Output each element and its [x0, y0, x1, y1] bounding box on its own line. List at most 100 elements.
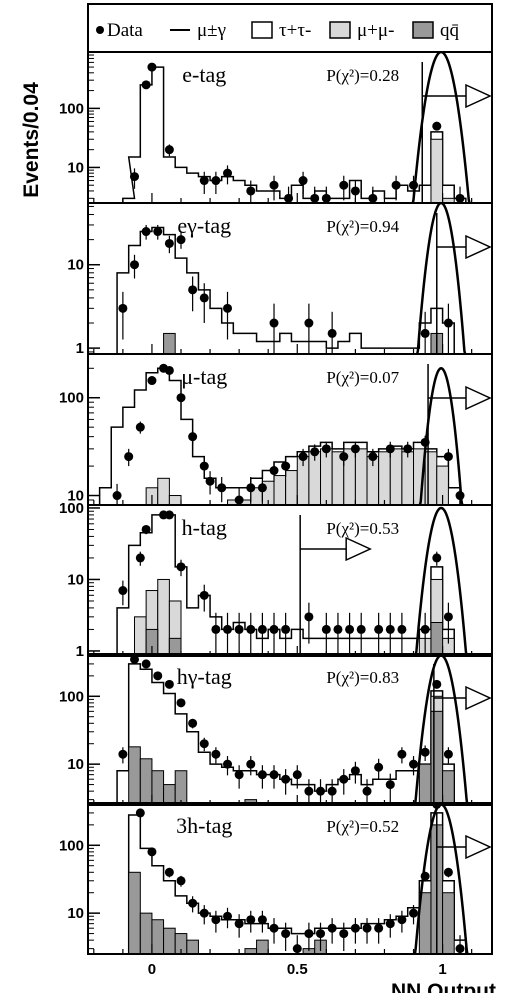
panel-chi2-label: P(χ²)=0.07: [326, 368, 399, 387]
data-point: [135, 422, 145, 432]
data-point: [257, 483, 267, 493]
qq-bin: [442, 770, 455, 805]
data-point: [362, 786, 372, 796]
data-point: [199, 461, 209, 471]
qq-bin: [168, 637, 182, 656]
data-point: [199, 908, 209, 918]
qq-bin: [174, 770, 188, 805]
data-point: [118, 586, 128, 596]
mumu-bin: [378, 451, 391, 505]
legend-label-tautau: τ+τ-: [279, 20, 311, 41]
qq-bin: [163, 927, 176, 954]
mumu-bin: [168, 495, 182, 505]
data-point: [368, 452, 378, 462]
signal-curve: [414, 506, 469, 656]
panel-chi2-label: P(χ²)=0.28: [326, 66, 399, 85]
data-point: [385, 444, 395, 454]
signal-curve: [415, 203, 467, 354]
qq-bin: [442, 892, 455, 954]
mumu-bin: [134, 616, 147, 656]
data-point: [164, 867, 174, 877]
legend-label-signal: μ±γ: [197, 20, 226, 41]
cut-arrow-head: [465, 834, 492, 860]
mumu-bin: [157, 477, 170, 505]
qq-bin: [151, 770, 165, 805]
data-point: [316, 929, 326, 939]
data-point: [257, 624, 267, 634]
data-point: [147, 62, 157, 72]
data-point: [164, 238, 174, 248]
data-point: [304, 318, 314, 328]
data-point: [269, 770, 279, 780]
data-point: [292, 770, 302, 780]
data-point: [362, 923, 372, 933]
data-point: [455, 944, 465, 954]
data-point: [420, 328, 430, 338]
mumu-bin: [430, 138, 444, 203]
data-point: [234, 495, 244, 505]
x-tick-label: 0: [148, 961, 156, 978]
data-point: [350, 766, 360, 776]
qq-bin: [430, 710, 444, 805]
panel-frame: [87, 504, 493, 657]
mumu-bin: [285, 470, 298, 505]
data-point: [281, 461, 291, 471]
x-axis-label: NN Output: [391, 980, 496, 993]
data-point: [135, 553, 145, 563]
data-point: [455, 193, 465, 203]
qq-bin: [418, 763, 432, 805]
data-point: [118, 303, 128, 313]
data-point: [321, 624, 331, 634]
data-point: [246, 483, 256, 493]
panel-chi2-label: P(χ²)=0.83: [326, 668, 399, 687]
data-point: [269, 318, 279, 328]
data-point: [141, 80, 151, 90]
data-point: [284, 193, 294, 203]
data-point: [246, 759, 256, 769]
data-point: [304, 786, 314, 796]
y-tick-label: 1: [76, 340, 84, 357]
data-point: [397, 624, 407, 634]
data-point: [269, 180, 279, 190]
data-point: [327, 923, 337, 933]
data-point: [223, 168, 233, 178]
data-point: [339, 774, 349, 784]
signal-curve: [413, 654, 469, 805]
data-point: [217, 483, 227, 493]
qq-bin: [145, 628, 159, 656]
panel-frame: [87, 802, 493, 955]
data-point: [124, 452, 134, 462]
y-tick-label: 10: [67, 488, 84, 505]
data-point: [199, 176, 209, 186]
panel-4: 10 100 hγ-tag P(χ²)=0.83: [59, 653, 493, 806]
cut-arrow-head: [465, 385, 492, 411]
data-point: [304, 612, 314, 622]
legend-label-qq: qq̄: [440, 20, 460, 41]
data-point: [188, 285, 198, 295]
panel-series-label: μ-tag: [181, 364, 227, 389]
legend-marker-data: [96, 26, 104, 34]
data-point: [141, 659, 151, 669]
data-point: [443, 452, 453, 462]
data-point: [321, 444, 331, 454]
data-point: [420, 747, 430, 757]
data-point: [350, 923, 360, 933]
data-point: [443, 318, 453, 328]
data-point: [374, 923, 384, 933]
data-point: [310, 447, 320, 457]
data-point: [327, 328, 337, 338]
mumu-bin: [354, 448, 368, 505]
data-point: [211, 176, 221, 186]
mumu-bin: [401, 451, 415, 505]
panel-plot-area: [122, 52, 492, 203]
data-point: [443, 749, 453, 759]
data-point: [310, 193, 320, 203]
data-point: [130, 260, 140, 270]
data-point: [112, 491, 122, 501]
data-point: [130, 172, 140, 182]
panel-chi2-label: P(χ²)=0.53: [326, 519, 399, 538]
data-point: [199, 590, 209, 600]
data-point: [257, 770, 267, 780]
qq-bin: [139, 912, 153, 954]
data-point: [333, 624, 343, 634]
